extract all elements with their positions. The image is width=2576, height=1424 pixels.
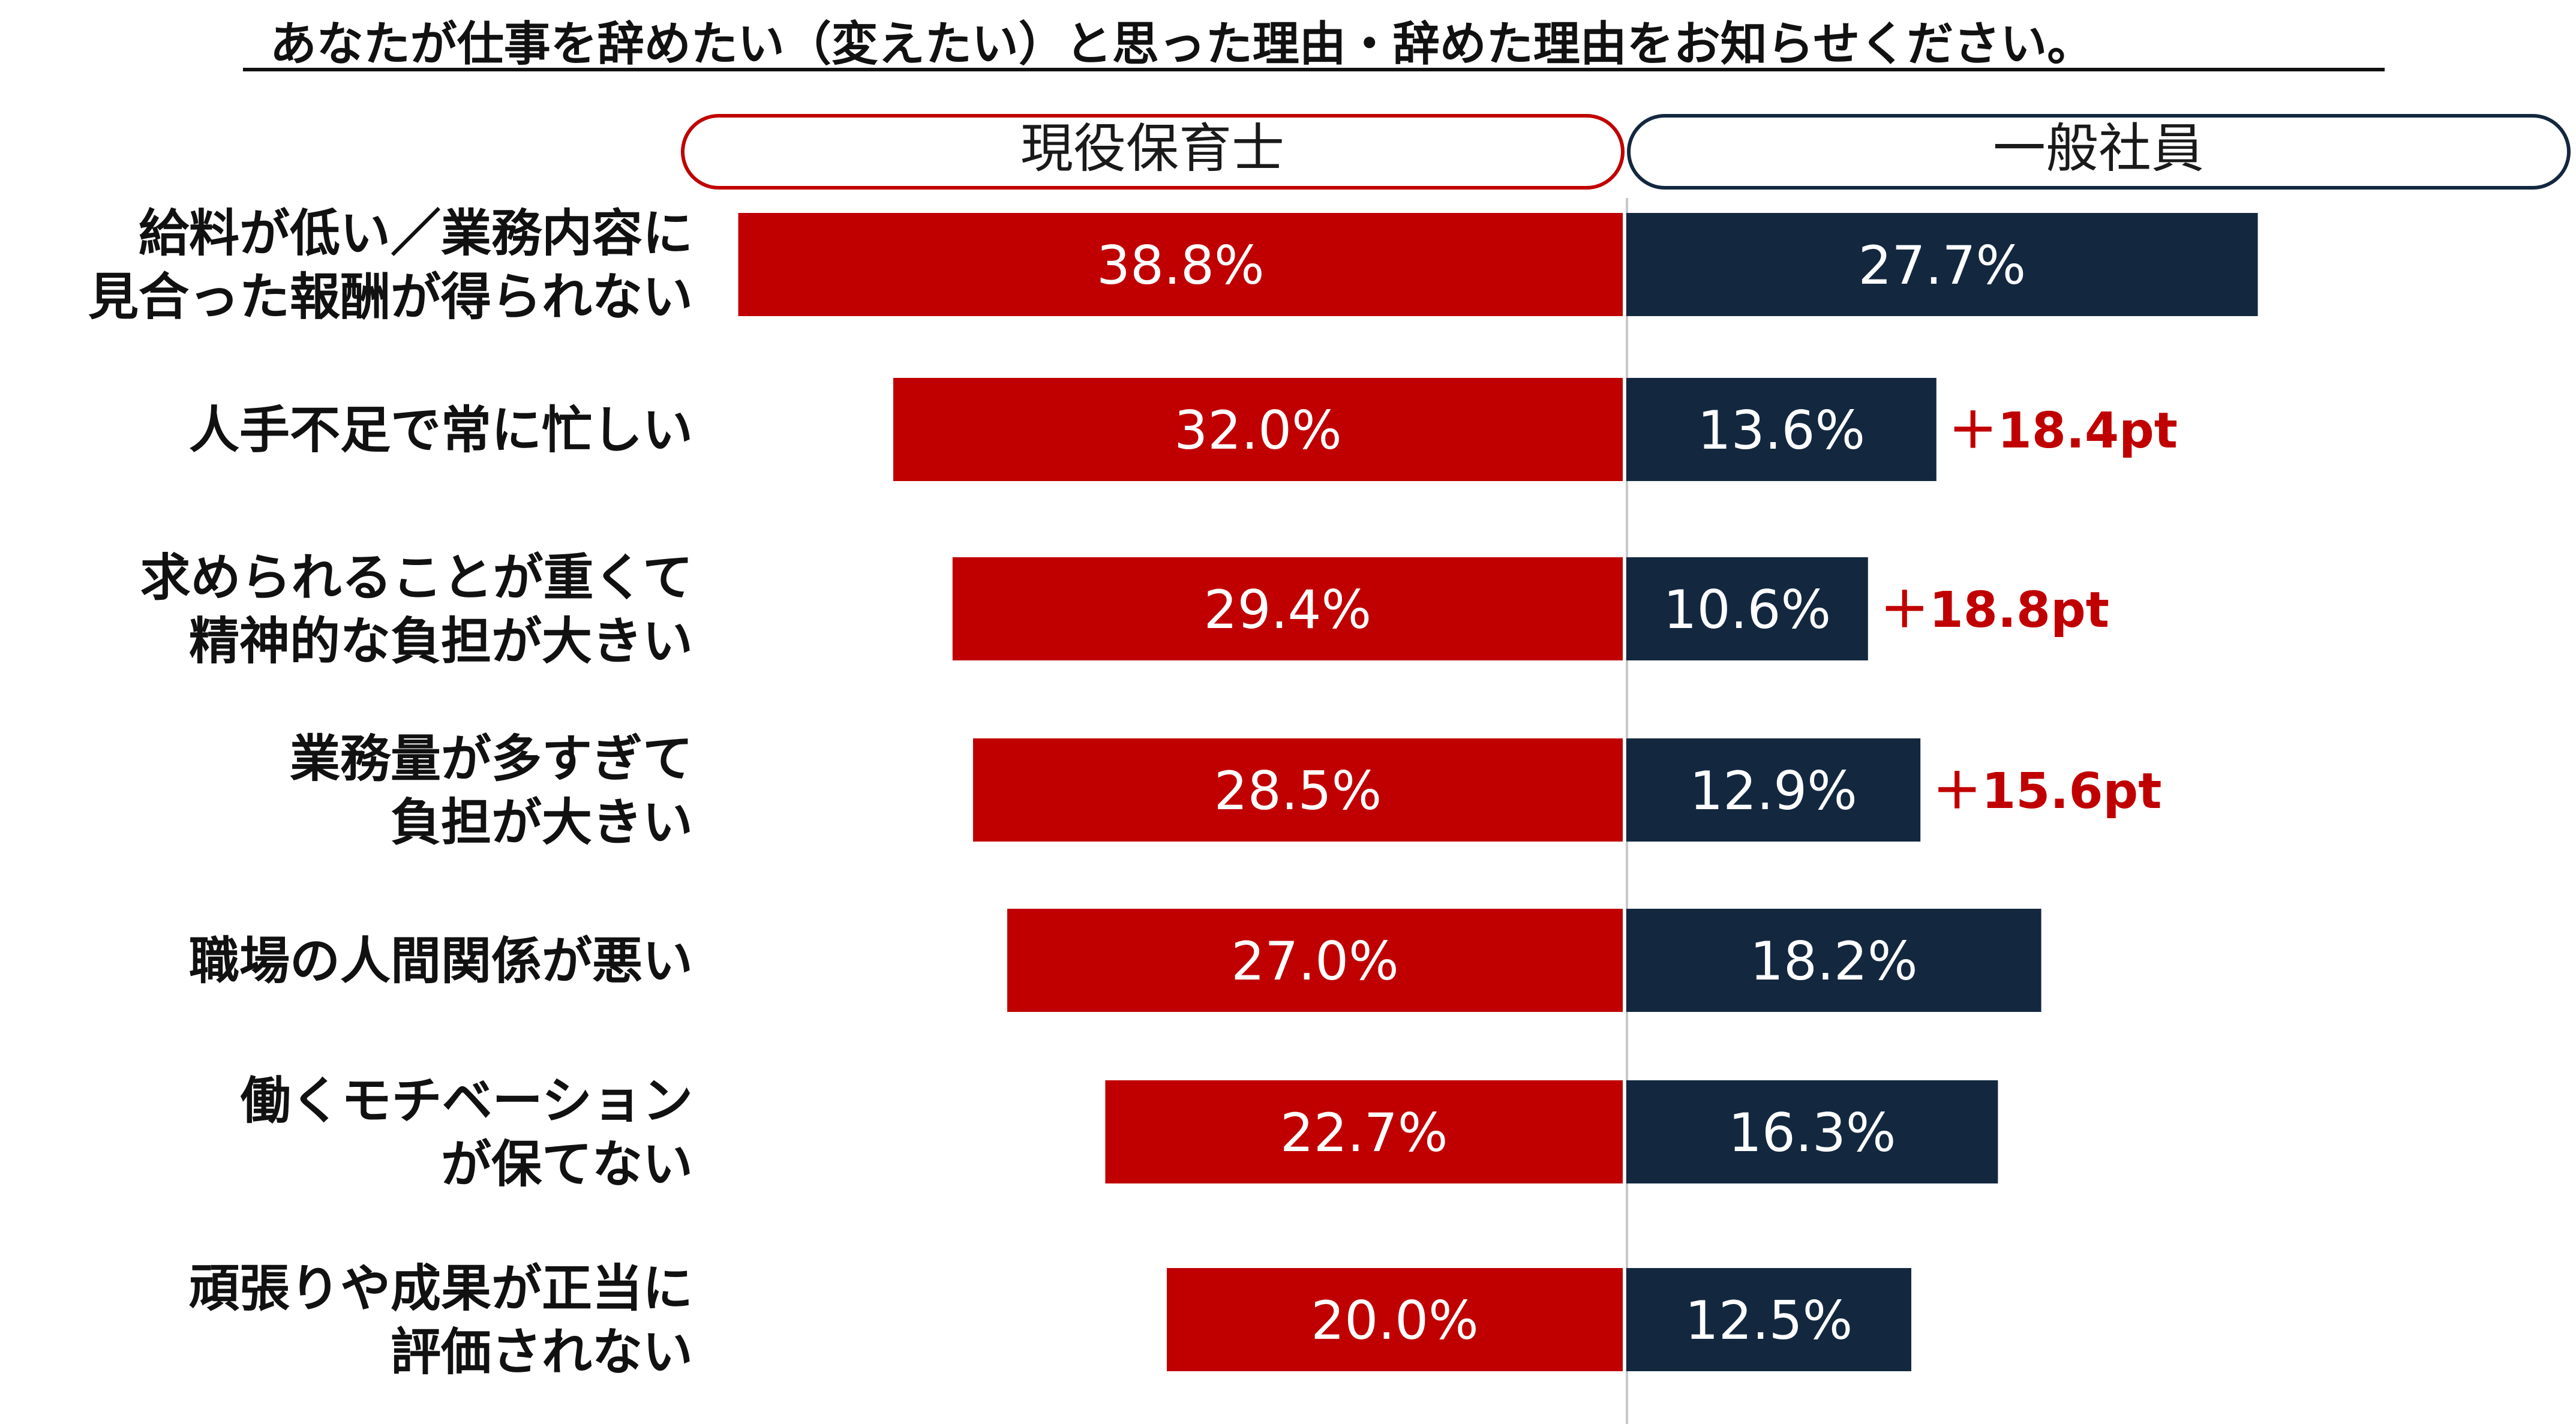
series-header-right-label: 一般社員 (1993, 118, 2204, 179)
bar-left-value-label: 29.4% (1204, 579, 1372, 641)
bar-left (952, 557, 1623, 660)
bar-right (1626, 1080, 1998, 1183)
series-header-left: 現役保育士 (681, 114, 1625, 190)
bar-right (1626, 378, 1936, 481)
series-header-right: 一般社員 (1627, 114, 2571, 190)
bar-right (1626, 213, 2258, 316)
category-label: 働くモチベーション (241, 1071, 693, 1130)
series-header-right-frame (1627, 114, 2571, 190)
bar-left-value-label: 20.0% (1311, 1290, 1479, 1351)
bar-right-value-label: 13.6% (1698, 399, 1866, 461)
bar-right (1626, 557, 1868, 660)
difference-annotation: ＋15.6pt (1932, 763, 2161, 820)
series-header-left-label: 現役保育士 (1020, 118, 1284, 179)
bar-left-value-label: 32.0% (1174, 399, 1342, 461)
bar-right-value-label: 27.7% (1859, 235, 2026, 296)
difference-annotation: ＋18.4pt (1948, 402, 2178, 459)
bar-right-value-label: 12.5% (1685, 1290, 1853, 1351)
category-label: 人手不足で常に忙しい (189, 401, 693, 459)
bar-left-value-label: 28.5% (1214, 760, 1382, 822)
category-label: が保てない (441, 1135, 693, 1194)
bar-right-value-label: 12.9% (1689, 760, 1857, 822)
bar-left-value-label: 27.0% (1231, 930, 1399, 992)
bar-left-value-label: 38.8% (1097, 235, 1265, 296)
category-label: 給料が低い／業務内容に (139, 204, 693, 263)
category-label: 求められることが重くて (140, 548, 693, 607)
bar-right-value-label: 10.6% (1664, 579, 1832, 641)
bar-left (738, 213, 1623, 316)
bar-left (1167, 1268, 1623, 1371)
difference-annotation: ＋18.8pt (1880, 582, 2109, 639)
bar-right (1626, 738, 1921, 842)
category-label: 頑張りや成果が正当に (189, 1259, 693, 1318)
bar-left (893, 378, 1623, 481)
bar-left (1105, 1080, 1623, 1183)
bar-right (1626, 1268, 1911, 1371)
bar-right (1626, 909, 2041, 1012)
bar-left (1007, 909, 1623, 1012)
chart-title: あなたが仕事を辞めたい（変えたい）と思った理由・辞めた理由をお知らせください。 (270, 17, 2094, 71)
series-header-left-frame (681, 114, 1625, 190)
category-label: 評価されない (391, 1323, 693, 1381)
bar-left (973, 738, 1623, 842)
bar-right-value-label: 16.3% (1728, 1102, 1896, 1164)
category-label: 精神的な負担が大きい (189, 612, 693, 671)
category-label: 職場の人間関係が悪い (189, 932, 693, 990)
category-label: 業務量が多すぎて (290, 729, 693, 788)
category-label: 負担が大きい (391, 793, 693, 852)
bar-left-value-label: 22.7% (1280, 1102, 1448, 1164)
bar-right-value-label: 18.2% (1750, 930, 1918, 992)
category-label: 見合った報酬が得られない (88, 268, 693, 326)
